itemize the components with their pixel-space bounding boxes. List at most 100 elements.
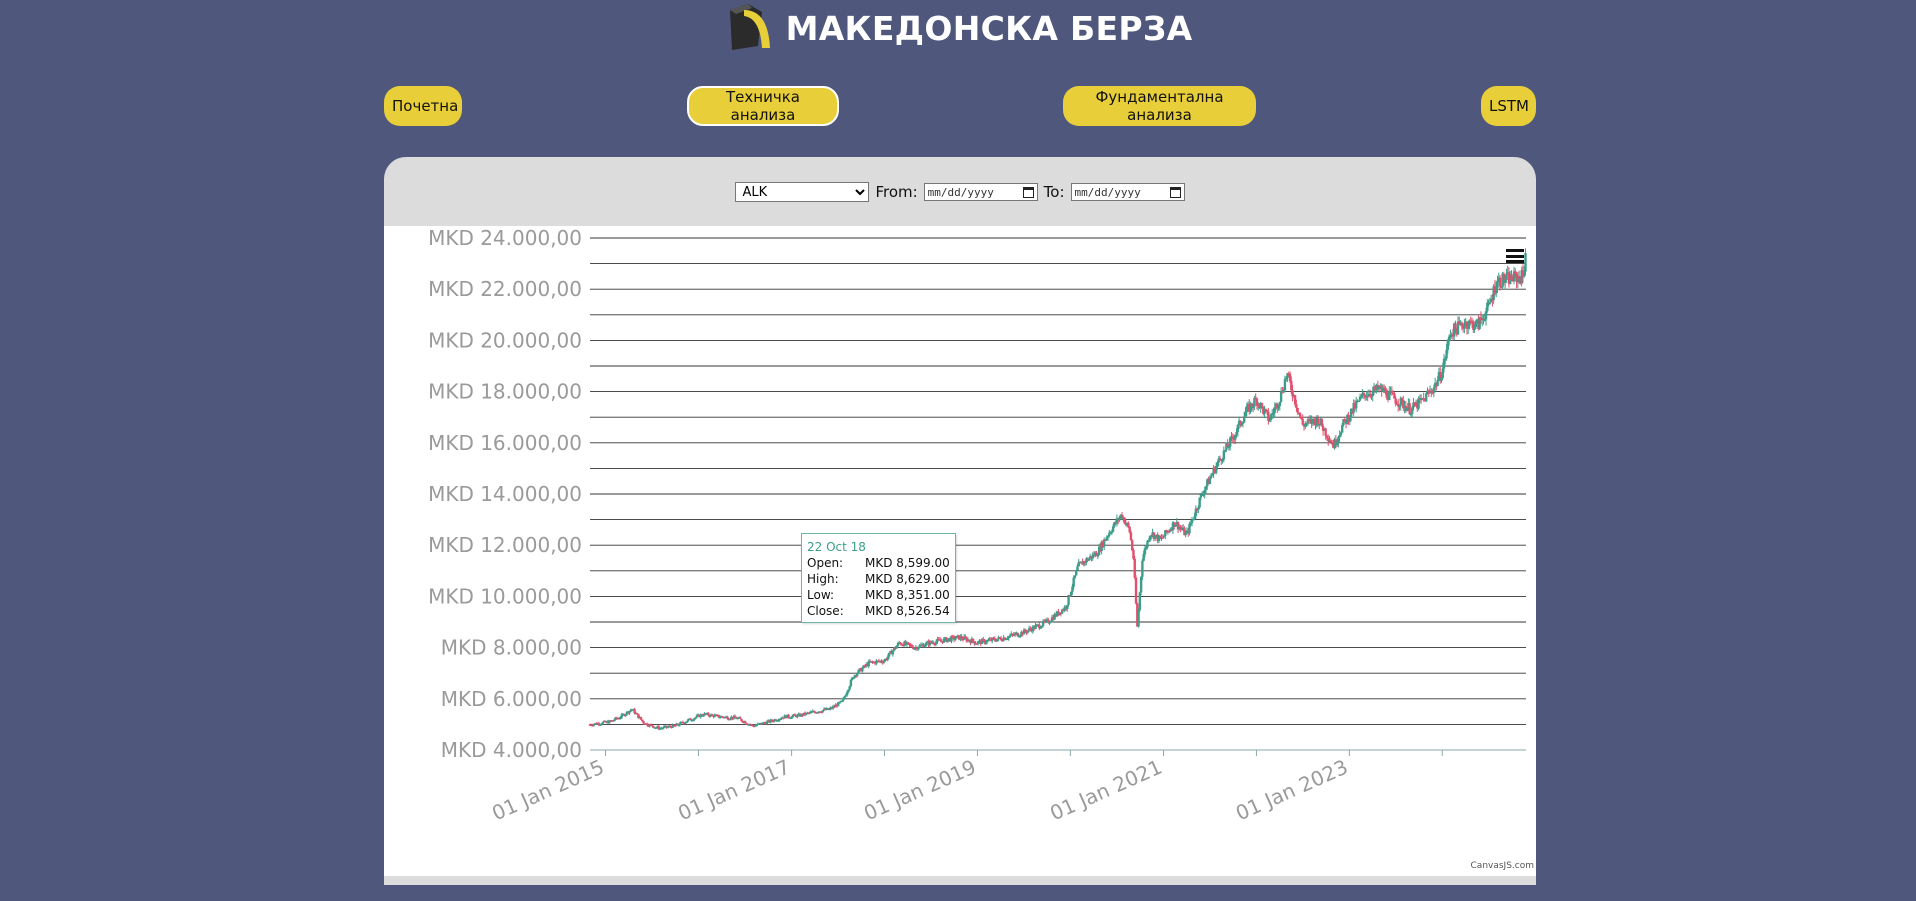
candle-body [772, 720, 775, 723]
candle-body [1419, 398, 1423, 400]
candle-body [848, 686, 851, 690]
candle-body [1034, 625, 1037, 629]
candle-body [1075, 570, 1078, 576]
chart-credit[interactable]: CanvasJS.com [1470, 861, 1534, 871]
candle-body [1249, 403, 1252, 412]
candle-body [796, 714, 799, 717]
candle-body [1003, 637, 1007, 640]
candle-body [853, 675, 856, 678]
nav-lstm-button[interactable]: LSTM [1481, 86, 1536, 126]
candle-body [934, 641, 938, 645]
candle-body [1460, 322, 1464, 327]
candle-body [1211, 473, 1214, 476]
candle-body [1176, 521, 1180, 530]
candle-body [993, 638, 996, 641]
candle-body [639, 716, 643, 720]
candle-body [618, 718, 621, 720]
candle-body [600, 723, 603, 726]
candle-body [815, 712, 818, 714]
candle-body [834, 704, 837, 707]
candle-body [611, 720, 615, 722]
candle-body [704, 713, 708, 715]
candle-body [688, 718, 691, 720]
candle-body [1069, 591, 1073, 596]
candle-body [926, 641, 929, 644]
brand[interactable]: МАКЕДОНСКА БЕРЗА [724, 2, 1193, 54]
candle-body [1010, 633, 1013, 636]
candle-body [1403, 405, 1406, 409]
candle-body [850, 677, 854, 681]
candle-body [816, 712, 820, 714]
to-date-input[interactable]: mm/dd/yyyy [1070, 183, 1185, 201]
candle-body [1324, 428, 1327, 436]
y-tick-label: MKD 14.000,00 [428, 482, 582, 506]
candle-body [852, 677, 855, 679]
symbol-select[interactable]: ALK [735, 182, 870, 202]
candle-body [1220, 459, 1223, 462]
candle-body [1259, 403, 1262, 408]
candle-body [722, 716, 725, 719]
candle-body [917, 647, 920, 650]
candle-body [1150, 535, 1153, 537]
calendar-icon[interactable] [1022, 186, 1034, 198]
candle-body [1181, 527, 1185, 530]
candle-body [1165, 530, 1168, 533]
candle-body [1313, 418, 1316, 421]
candle-body [1100, 541, 1103, 551]
nav-fundamental-analysis-button[interactable]: Фундаментална анализа [1063, 86, 1256, 126]
candle-body [1321, 426, 1325, 431]
candle-body [1216, 462, 1219, 466]
candle-body [1431, 392, 1434, 394]
y-tick-label: MKD 16.000,00 [428, 431, 582, 455]
candle-body [942, 638, 946, 643]
calendar-icon[interactable] [1169, 186, 1181, 198]
tooltip-low-value: MKD 8,351.00 [865, 588, 950, 602]
price-chart[interactable]: MKD 4.000,00 MKD 6.000,00 MKD 8.000,00 MKD … [384, 226, 1536, 876]
candle-body [811, 711, 814, 713]
candle-body [708, 715, 711, 717]
candle-body [1061, 609, 1064, 614]
candle-body [623, 714, 626, 716]
hamburger-menu-icon[interactable] [1506, 249, 1524, 263]
candle-body [892, 647, 896, 651]
candle-body [1264, 409, 1268, 411]
candle-body [788, 717, 792, 719]
candle-body [1262, 406, 1265, 414]
candle-body [654, 727, 658, 729]
x-tick-label: 01 Jan 2015 [488, 755, 607, 826]
candle-body [884, 658, 887, 661]
candle-body [1036, 624, 1040, 627]
candle-body [1021, 631, 1024, 635]
nav-technical-analysis-button[interactable]: Техничка анализа [687, 86, 839, 126]
candle-body [940, 640, 943, 643]
candle-body [1239, 420, 1242, 426]
candle-body [1285, 378, 1288, 380]
candle-body [1320, 418, 1324, 427]
candle-body [1170, 529, 1173, 531]
candle-body [1173, 522, 1176, 527]
candle-body [1189, 523, 1192, 525]
candle-body [735, 717, 738, 720]
candle-body [1208, 478, 1212, 485]
candle-body [694, 717, 697, 719]
candle-body [779, 718, 783, 721]
candle-body [984, 642, 988, 644]
candle-body [680, 721, 683, 724]
nav-home-button[interactable]: Почетна [384, 86, 462, 126]
candle-body [800, 713, 803, 717]
candle-body [1337, 437, 1340, 443]
from-date-placeholder: mm/dd/yyyy [927, 185, 994, 199]
candle-body [610, 720, 613, 722]
candle-body [1029, 628, 1032, 630]
candle-body [1484, 311, 1488, 320]
candle-body [642, 721, 645, 724]
candle-body [602, 720, 606, 723]
candle-body [1300, 417, 1303, 420]
from-date-input[interactable]: mm/dd/yyyy [923, 183, 1038, 201]
candle-body [1409, 413, 1413, 416]
candle-body [765, 721, 769, 725]
candle-body [1384, 389, 1387, 393]
candle-body [1258, 403, 1261, 408]
candle-body [1199, 494, 1203, 498]
candle-body [1052, 617, 1055, 620]
